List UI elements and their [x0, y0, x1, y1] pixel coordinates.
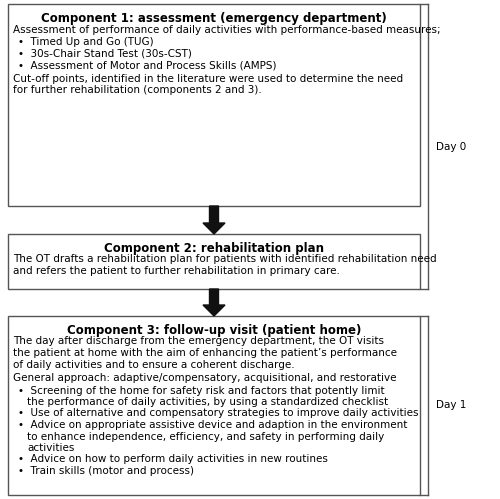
Text: General approach: adaptive/compensatory, acquisitional, and restorative: General approach: adaptive/compensatory,…	[13, 373, 396, 383]
Text: •  30s-Chair Stand Test (30s-CST): • 30s-Chair Stand Test (30s-CST)	[18, 48, 192, 58]
Text: to enhance independence, efficiency, and safety in performing daily: to enhance independence, efficiency, and…	[27, 432, 384, 442]
Text: •  Advice on how to perform daily activities in new routines: • Advice on how to perform daily activit…	[18, 455, 328, 465]
Text: for further rehabilitation (components 2 and 3).: for further rehabilitation (components 2…	[13, 85, 262, 95]
Text: Cut-off points, identified in the literature were used to determine the need: Cut-off points, identified in the litera…	[13, 73, 403, 83]
FancyArrow shape	[203, 206, 225, 234]
Text: •  Timed Up and Go (TUG): • Timed Up and Go (TUG)	[18, 37, 154, 47]
Text: of daily activities and to ensure a coherent discharge.: of daily activities and to ensure a cohe…	[13, 359, 294, 369]
Text: and refers the patient to further rehabilitation in primary care.: and refers the patient to further rehabi…	[13, 266, 340, 276]
FancyArrow shape	[203, 289, 225, 316]
Text: The OT drafts a rehabilitation plan for patients with identified rehabilitation : The OT drafts a rehabilitation plan for …	[13, 254, 436, 264]
Text: •  Screening of the home for safety risk and factors that potently limit: • Screening of the home for safety risk …	[18, 386, 384, 396]
Text: Component 3: follow-up visit (patient home): Component 3: follow-up visit (patient ho…	[67, 324, 361, 337]
Text: activities: activities	[27, 443, 74, 453]
Bar	[8, 316, 420, 495]
Text: the patient at home with the aim of enhancing the patient’s performance: the patient at home with the aim of enha…	[13, 348, 397, 358]
Text: The day after discharge from the emergency department, the OT visits: The day after discharge from the emergen…	[13, 336, 384, 346]
Text: the performance of daily activities, by using a standardized checklist: the performance of daily activities, by …	[27, 397, 388, 407]
Text: •  Use of alternative and compensatory strategies to improve daily activities: • Use of alternative and compensatory st…	[18, 409, 418, 419]
Bar	[8, 4, 420, 206]
Text: •  Train skills (motor and process): • Train skills (motor and process)	[18, 466, 194, 476]
Text: •  Assessment of Motor and Process Skills (AMPS): • Assessment of Motor and Process Skills…	[18, 60, 276, 70]
Text: Component 1: assessment (emergency department): Component 1: assessment (emergency depar…	[41, 12, 387, 25]
Text: Assessment of performance of daily activities with performance-based measures;: Assessment of performance of daily activ…	[13, 24, 440, 34]
Text: Component 2: rehabilitation plan: Component 2: rehabilitation plan	[104, 242, 324, 255]
Bar	[8, 234, 420, 289]
Text: Day 0: Day 0	[436, 142, 466, 152]
Text: •  Advice on appropriate assistive device and adaption in the environment: • Advice on appropriate assistive device…	[18, 420, 407, 430]
Text: Day 1: Day 1	[436, 401, 466, 411]
